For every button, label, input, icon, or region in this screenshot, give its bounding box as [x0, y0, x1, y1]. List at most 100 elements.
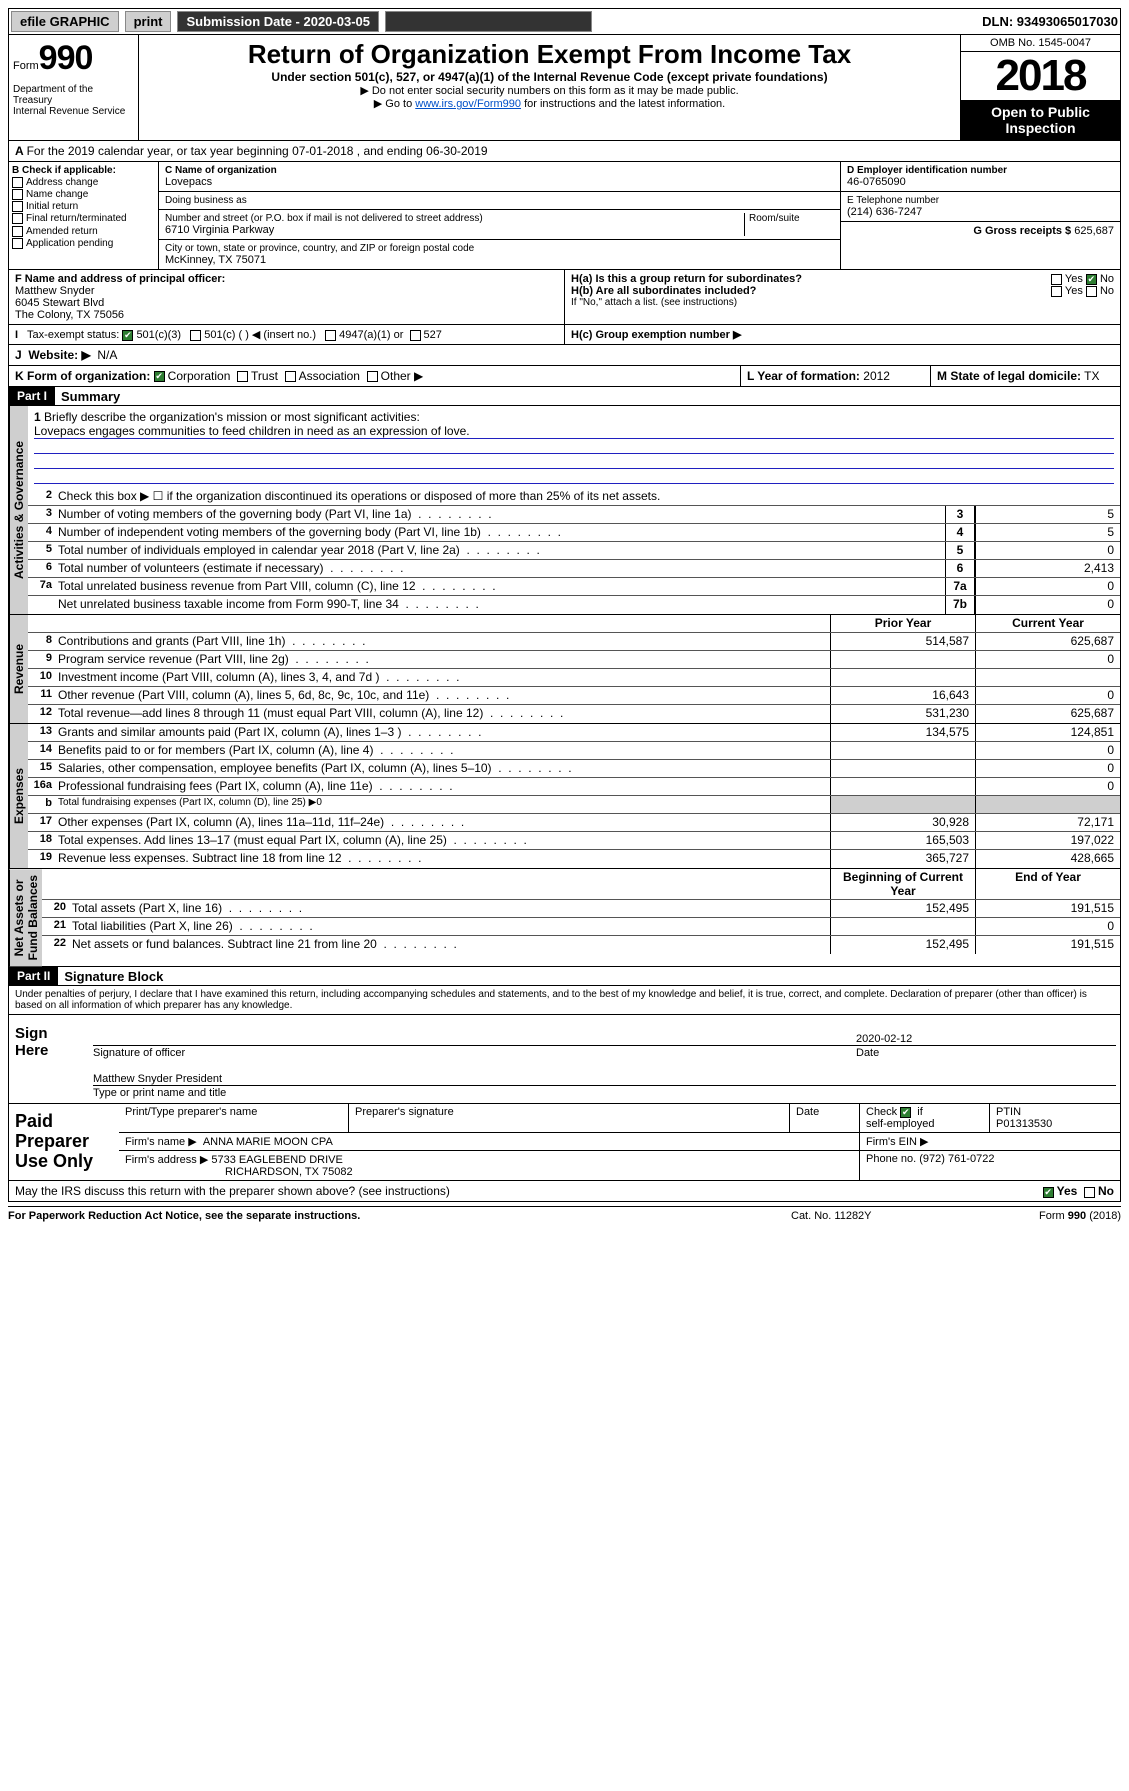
- summary-line: 8Contributions and grants (Part VIII, li…: [28, 633, 1120, 651]
- domicile-label: M State of legal domicile:: [937, 369, 1081, 383]
- part2-header: Part II: [9, 967, 58, 985]
- part1-header: Part I: [9, 387, 55, 405]
- submission-date-label: Submission Date - 2020-03-05: [177, 11, 379, 32]
- year-formation-label: L Year of formation:: [747, 369, 860, 383]
- top-toolbar: efile GRAPHIC print Submission Date - 20…: [8, 8, 1121, 35]
- type-name-label: Type or print name and title: [93, 1087, 1116, 1099]
- form-footer-label: Form 990 (2018): [971, 1210, 1121, 1222]
- officer-printed-name: Matthew Snyder President: [93, 1073, 1116, 1085]
- firm-ein-label: Firm's EIN ▶: [860, 1133, 1120, 1150]
- ptin-value: P01313530: [996, 1118, 1052, 1130]
- line-2: 2Check this box ▶ ☐ if the organization …: [28, 488, 1120, 506]
- summary-line: 12Total revenue—add lines 8 through 11 (…: [28, 705, 1120, 723]
- summary-line: 15Salaries, other compensation, employee…: [28, 760, 1120, 778]
- part2-title: Signature Block: [58, 969, 163, 984]
- cb-501c3[interactable]: [122, 330, 133, 341]
- entity-info-block: B Check if applicable: Address change Na…: [8, 162, 1121, 270]
- summary-line: 11Other revenue (Part VIII, column (A), …: [28, 687, 1120, 705]
- org-name-label: C Name of organization: [165, 165, 834, 176]
- tab-governance: Activities & Governance: [9, 406, 28, 614]
- part1-title: Summary: [55, 389, 120, 404]
- irs-link[interactable]: www.irs.gov/Form990: [415, 98, 521, 110]
- summary-line: 7aTotal unrelated business revenue from …: [28, 578, 1120, 596]
- omb-number: OMB No. 1545-0047: [961, 35, 1120, 52]
- preparer-sig-hdr: Preparer's signature: [349, 1104, 790, 1132]
- cb-address-change[interactable]: Address change: [26, 177, 98, 188]
- summary-line: 13Grants and similar amounts paid (Part …: [28, 724, 1120, 742]
- penalty-statement: Under penalties of perjury, I declare th…: [8, 986, 1121, 1015]
- firm-name: ANNA MARIE MOON CPA: [203, 1136, 333, 1148]
- summary-line: 16aProfessional fundraising fees (Part I…: [28, 778, 1120, 796]
- preparer-date-hdr: Date: [790, 1104, 860, 1132]
- summary-line: 10Investment income (Part VIII, column (…: [28, 669, 1120, 687]
- domicile-value: TX: [1084, 369, 1099, 383]
- cb-name-change[interactable]: Name change: [26, 189, 88, 200]
- paid-preparer-label: Paid Preparer Use Only: [9, 1104, 119, 1180]
- officer-addr1: 6045 Stewart Blvd: [15, 297, 558, 309]
- officer-name: Matthew Snyder: [15, 285, 558, 297]
- summary-line: Net unrelated business taxable income fr…: [28, 596, 1120, 614]
- officer-label: F Name and address of principal officer:: [15, 273, 558, 285]
- date-label: Date: [856, 1047, 1116, 1059]
- form-note-link: ▶ Go to www.irs.gov/Form990 for instruct…: [149, 97, 950, 110]
- page-footer: For Paperwork Reduction Act Notice, see …: [8, 1206, 1121, 1222]
- tab-net-assets: Net Assets or Fund Balances: [9, 869, 42, 966]
- discuss-no[interactable]: [1084, 1187, 1095, 1198]
- phone-label: E Telephone number: [847, 195, 1114, 206]
- address-label: Number and street (or P.O. box if mail i…: [165, 213, 744, 224]
- sig-officer-label: Signature of officer: [93, 1047, 856, 1059]
- tax-status-label: Tax-exempt status:: [27, 329, 119, 341]
- city-value: McKinney, TX 75071: [165, 254, 834, 266]
- discuss-row: May the IRS discuss this return with the…: [8, 1181, 1121, 1202]
- sign-date: 2020-02-12: [856, 1033, 1116, 1045]
- form-org-label: K Form of organization:: [15, 369, 150, 383]
- tax-year: 2018: [961, 52, 1120, 100]
- mission-text: Lovepacs engages communities to feed chi…: [34, 424, 1114, 439]
- org-name: Lovepacs: [165, 176, 834, 188]
- cb-4947[interactable]: [325, 330, 336, 341]
- phone-value: (214) 636-7247: [847, 206, 1114, 218]
- cb-corp[interactable]: [154, 371, 165, 382]
- attach-list-note: If "No," attach a list. (see instruction…: [571, 297, 1114, 308]
- cb-amended[interactable]: Amended return: [26, 226, 98, 237]
- discuss-yes[interactable]: [1043, 1187, 1054, 1198]
- cb-527[interactable]: [410, 330, 421, 341]
- dba-label: Doing business as: [165, 195, 834, 206]
- sign-here-block: Sign Here 2020-02-12 Signature of office…: [8, 1015, 1121, 1104]
- form-number: Form990: [13, 39, 134, 78]
- cb-app-pending[interactable]: Application pending: [26, 238, 113, 249]
- group-exemption-label: H(c) Group exemption number ▶: [571, 329, 741, 341]
- redacted-block: [385, 11, 592, 32]
- dept-label: Department of the Treasury Internal Reve…: [13, 84, 134, 117]
- print-button[interactable]: print: [125, 11, 172, 32]
- summary-line: bTotal fundraising expenses (Part IX, co…: [28, 796, 1120, 814]
- website-row: J Website: ▶ N/A: [8, 345, 1121, 366]
- open-public-badge: Open to PublicInspection: [961, 100, 1120, 140]
- firm-address: 5733 EAGLEBEND DRIVE: [211, 1154, 342, 1166]
- cb-501c[interactable]: [190, 330, 201, 341]
- form-note-ssn: ▶ Do not enter social security numbers o…: [149, 84, 950, 97]
- group-return-q: H(a) Is this a group return for subordin…: [571, 273, 1114, 285]
- efile-button[interactable]: efile GRAPHIC: [11, 11, 119, 32]
- tab-expenses: Expenses: [9, 724, 28, 868]
- address-value: 6710 Virginia Parkway: [165, 224, 744, 236]
- cb-final-return[interactable]: Final return/terminated: [26, 214, 127, 225]
- ein-value: 46-0765090: [847, 176, 1114, 188]
- cb-initial-return[interactable]: Initial return: [26, 201, 78, 212]
- city-label: City or town, state or province, country…: [165, 243, 834, 254]
- self-employed-check[interactable]: Check ifself-employed: [860, 1104, 990, 1132]
- year-formation-value: 2012: [863, 369, 890, 383]
- gross-receipts-value: 625,687: [1074, 225, 1114, 237]
- summary-line: 19Revenue less expenses. Subtract line 1…: [28, 850, 1120, 868]
- dln-label: DLN: 93493065017030: [982, 14, 1118, 29]
- summary-line: 18Total expenses. Add lines 13–17 (must …: [28, 832, 1120, 850]
- mission-block: 1 Briefly describe the organization's mi…: [28, 406, 1120, 488]
- cb-assoc[interactable]: [285, 371, 296, 382]
- form-subtitle: Under section 501(c), 527, or 4947(a)(1)…: [149, 70, 950, 84]
- subordinates-q: H(b) Are all subordinates included? Yes …: [571, 285, 1114, 297]
- cb-other[interactable]: [367, 371, 378, 382]
- cb-trust[interactable]: [237, 371, 248, 382]
- line-a-tax-period: A For the 2019 calendar year, or tax yea…: [8, 141, 1121, 162]
- room-label: Room/suite: [749, 213, 834, 224]
- sign-here-label: Sign Here: [9, 1015, 89, 1103]
